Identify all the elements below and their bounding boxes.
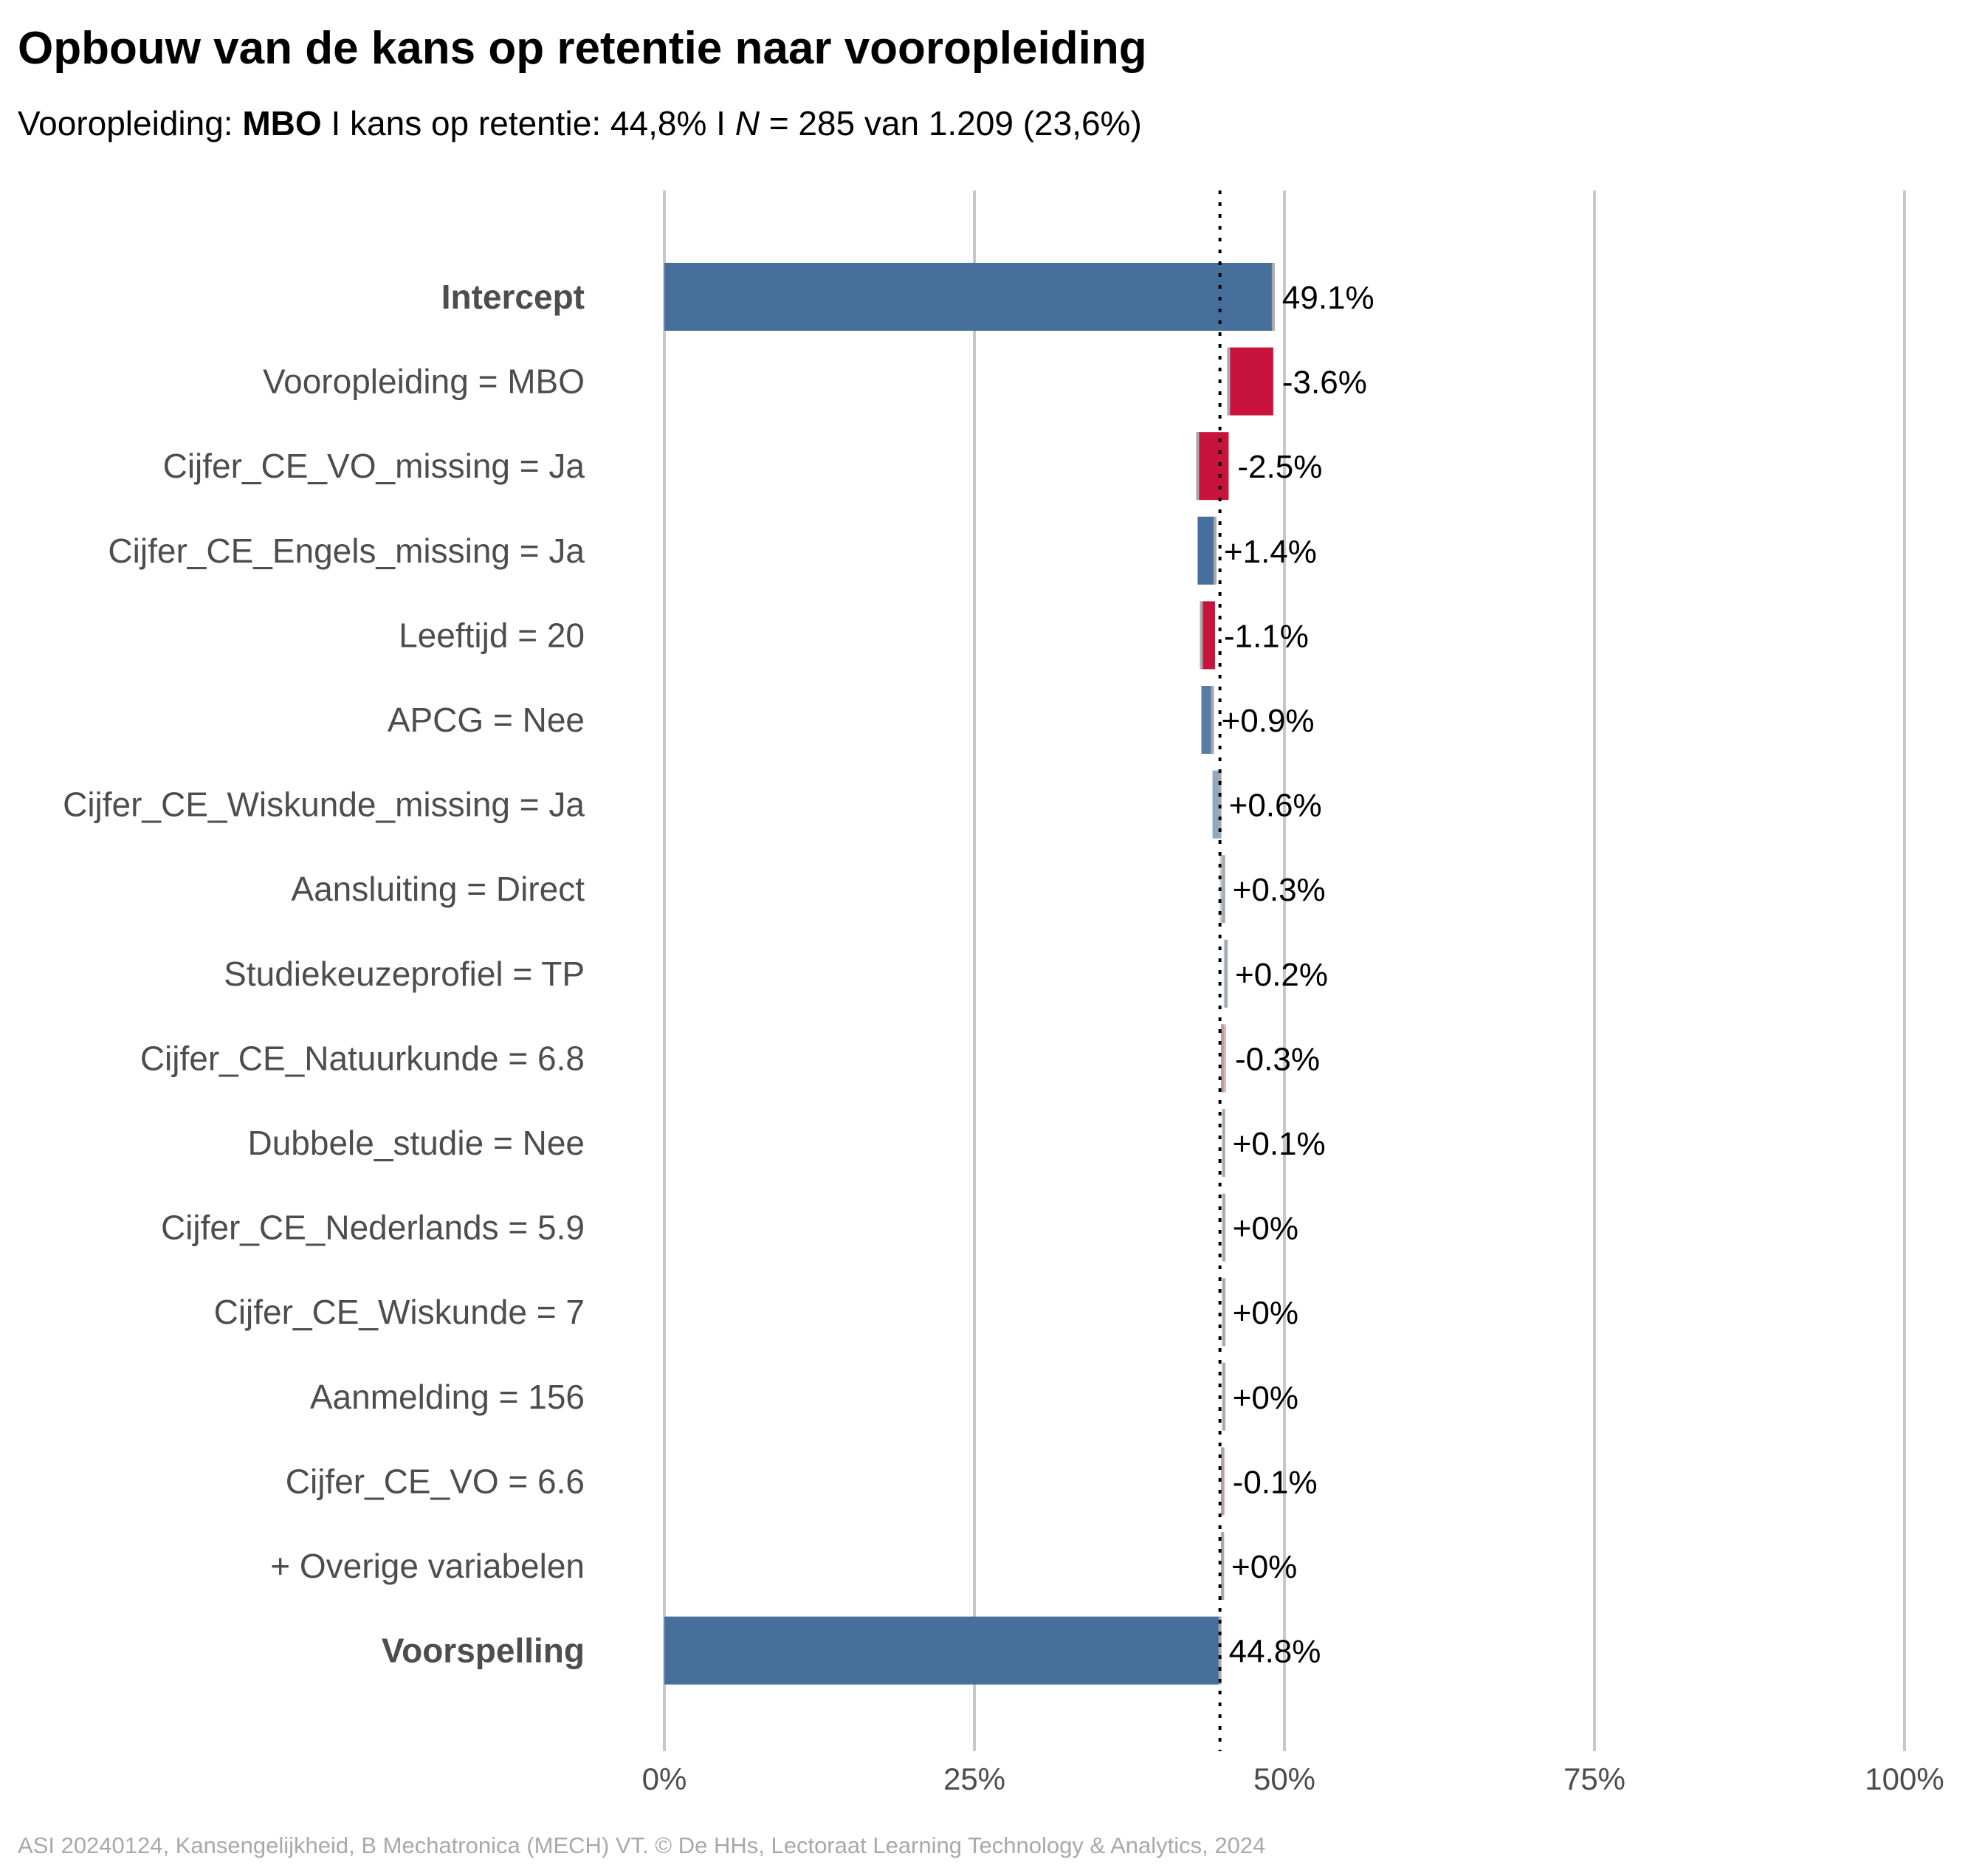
- row-label: Cijfer_CE_VO = 6.6: [286, 1462, 585, 1500]
- value-label: +0.6%: [1229, 788, 1322, 824]
- waterfall-chart: Intercept Vooropleiding = MBO Cijfer_CE_VO…: [63, 190, 1944, 1796]
- bars: [664, 263, 1275, 1685]
- row-label: Aansluiting = Direct: [291, 870, 585, 908]
- x-tick-label: 0%: [642, 1762, 687, 1796]
- x-tick-label: 50%: [1253, 1762, 1315, 1796]
- subtitle-prefix: Vooropleiding:: [18, 104, 243, 142]
- row-label: Cijfer_CE_Wiskunde = 7: [214, 1293, 585, 1331]
- chart-title: Opbouw van de kans op retentie naar voor…: [18, 23, 1147, 74]
- bar: [1228, 347, 1273, 416]
- value-label: -1.1%: [1224, 618, 1309, 654]
- value-label: +0%: [1233, 1380, 1298, 1416]
- value-label: -0.3%: [1235, 1041, 1320, 1077]
- row-label: Cijfer_CE_Engels_missing = Ja: [108, 532, 585, 570]
- bar: [1222, 1024, 1227, 1093]
- value-label: +0%: [1233, 1295, 1298, 1331]
- x-tick-label: 100%: [1865, 1762, 1944, 1796]
- value-label: +0.3%: [1233, 872, 1326, 908]
- value-label: +0.1%: [1233, 1126, 1326, 1162]
- subtitle-suffix: = 285 van 1.209 (23,6%): [759, 104, 1142, 142]
- row-labels: Intercept Vooropleiding = MBO Cijfer_CE_VO…: [63, 278, 585, 1670]
- value-label: +0%: [1231, 1549, 1297, 1585]
- bar: [1219, 855, 1224, 924]
- chart-subtitle: Vooropleiding: MBO I kans op retentie: 4…: [18, 103, 1142, 143]
- bar: [1201, 601, 1215, 670]
- row-label: Intercept: [441, 278, 585, 316]
- x-tick-label: 75%: [1563, 1762, 1625, 1796]
- bar: [664, 263, 1273, 331]
- value-label: 44.8%: [1229, 1634, 1321, 1670]
- x-tick-label: 25%: [943, 1762, 1005, 1796]
- row-label: + Overige variabelen: [270, 1547, 585, 1585]
- row-label: APCG = Nee: [388, 701, 585, 739]
- value-label: +0.2%: [1235, 957, 1328, 993]
- row-label: Vooropleiding = MBO: [263, 363, 585, 401]
- row-label: Cijfer_CE_Natuurkunde = 6.8: [140, 1039, 585, 1077]
- value-labels: 49.1% -3.6% -2.5% +1.4% -1.1% +0.9% +0.6% +0.3%…: [1222, 280, 1374, 1670]
- value-label: +1.4%: [1224, 534, 1317, 570]
- row-label: Cijfer_CE_Nederlands = 5.9: [161, 1209, 585, 1247]
- row-label: Cijfer_CE_VO_missing = Ja: [163, 447, 585, 485]
- subtitle-group: MBO: [242, 104, 322, 142]
- row-label: Voorspelling: [382, 1632, 585, 1670]
- value-label: -3.6%: [1282, 365, 1367, 401]
- value-label: +0%: [1233, 1211, 1298, 1247]
- row-label: Leeftijd = 20: [399, 616, 585, 654]
- subtitle-n-symbol: N: [734, 104, 760, 142]
- row-label: Studiekeuzeprofiel = TP: [224, 955, 585, 993]
- row-label: Cijfer_CE_Wiskunde_missing = Ja: [63, 786, 585, 824]
- chart-caption: ASI 20240124, Kansengelijkheid, B Mechat…: [18, 1832, 1266, 1858]
- bar: [1197, 432, 1229, 501]
- bar: [664, 1616, 1220, 1685]
- subtitle-middle: I kans op retentie: 44,8% I: [321, 104, 735, 142]
- bar: [1197, 516, 1215, 585]
- row-label: Dubbele_studie = Nee: [248, 1124, 585, 1162]
- value-label: -2.5%: [1237, 449, 1322, 485]
- value-label: 49.1%: [1282, 280, 1374, 316]
- bar: [1212, 770, 1220, 839]
- value-label: +0.9%: [1222, 703, 1315, 739]
- row-label: Aanmelding = 156: [310, 1378, 585, 1416]
- bar: [1201, 686, 1213, 754]
- x-axis-ticks: 0% 25% 50% 75% 100%: [642, 1762, 1944, 1796]
- grid-lines: [663, 190, 1906, 1751]
- value-label: -0.1%: [1233, 1464, 1318, 1500]
